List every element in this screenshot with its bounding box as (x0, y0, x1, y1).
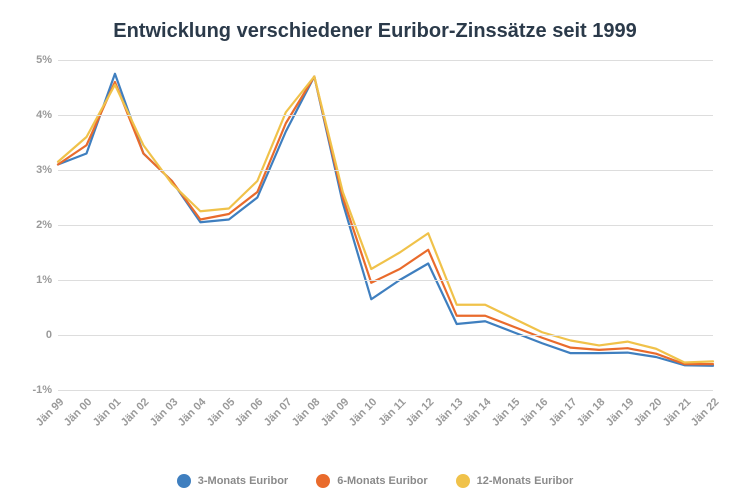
legend-item: 12-Monats Euribor (456, 474, 574, 488)
legend-item: 3-Monats Euribor (177, 474, 288, 488)
x-tick-label: Jän 08 (290, 396, 323, 429)
x-tick-label: Jän 20 (632, 396, 665, 429)
x-tick-label: Jän 19 (603, 396, 636, 429)
legend-swatch (316, 474, 330, 488)
x-tick-label: Jän 05 (205, 396, 238, 429)
legend: 3-Monats Euribor 6-Monats Euribor 12-Monat… (0, 474, 750, 488)
legend-swatch (177, 474, 191, 488)
x-tick-label: Jän 99 (34, 396, 67, 429)
gridline (58, 335, 713, 336)
x-tick-label: Jän 06 (233, 396, 266, 429)
x-tick-label: Jän 15 (489, 396, 522, 429)
gridline (58, 280, 713, 281)
series-line (58, 77, 713, 363)
y-tick-label: 0 (46, 329, 52, 341)
legend-label: 12-Monats Euribor (477, 475, 574, 487)
y-tick-label: 5% (36, 54, 52, 66)
series-line (58, 74, 713, 366)
x-tick-label: Jän 13 (432, 396, 465, 429)
series-line (58, 77, 713, 365)
x-tick-label: Jän 22 (689, 396, 722, 429)
x-tick-label: Jän 02 (119, 396, 152, 429)
y-tick-label: 2% (36, 219, 52, 231)
y-tick-label: 4% (36, 109, 52, 121)
x-tick-label: Jän 07 (262, 396, 295, 429)
x-tick-label: Jän 17 (546, 396, 579, 429)
x-tick-label: Jän 03 (148, 396, 181, 429)
y-tick-label: 3% (36, 164, 52, 176)
x-tick-label: Jän 16 (518, 396, 551, 429)
legend-item: 6-Monats Euribor (316, 474, 427, 488)
gridline (58, 115, 713, 116)
plot-area: -1%01%2%3%4%5%Jän 99Jän 00Jän 01Jän 02Jä… (58, 60, 713, 390)
x-tick-label: Jän 12 (404, 396, 437, 429)
x-tick-label: Jän 10 (347, 396, 380, 429)
legend-label: 3-Monats Euribor (198, 475, 288, 487)
x-tick-label: Jän 11 (376, 396, 408, 428)
euribor-chart: Entwicklung verschiedener Euribor-Zinssä… (0, 0, 750, 500)
gridline (58, 60, 713, 61)
chart-title: Entwicklung verschiedener Euribor-Zinssä… (0, 20, 750, 43)
x-tick-label: Jän 14 (461, 396, 494, 429)
gridline (58, 390, 713, 391)
y-tick-label: 1% (36, 274, 52, 286)
legend-label: 6-Monats Euribor (337, 475, 427, 487)
gridline (58, 170, 713, 171)
x-tick-label: Jän 18 (575, 396, 608, 429)
gridline (58, 225, 713, 226)
x-tick-label: Jän 21 (660, 396, 693, 429)
x-tick-label: Jän 01 (91, 396, 124, 429)
x-tick-label: Jän 00 (62, 396, 95, 429)
x-tick-label: Jän 09 (319, 396, 352, 429)
x-tick-label: Jän 04 (176, 396, 209, 429)
legend-swatch (456, 474, 470, 488)
y-tick-label: -1% (32, 384, 52, 396)
